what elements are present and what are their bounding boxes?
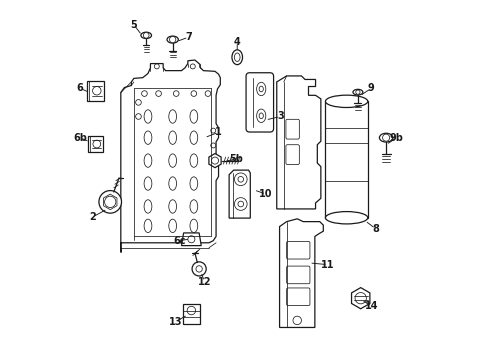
Ellipse shape bbox=[169, 219, 176, 233]
Ellipse shape bbox=[144, 154, 152, 167]
Ellipse shape bbox=[325, 212, 368, 224]
Circle shape bbox=[187, 306, 196, 315]
Polygon shape bbox=[181, 233, 201, 246]
Text: 5b: 5b bbox=[229, 154, 243, 164]
Ellipse shape bbox=[169, 200, 176, 213]
Polygon shape bbox=[280, 219, 323, 328]
FancyBboxPatch shape bbox=[287, 288, 310, 306]
Ellipse shape bbox=[144, 110, 152, 123]
Ellipse shape bbox=[169, 110, 176, 123]
Polygon shape bbox=[229, 170, 250, 218]
Text: 6: 6 bbox=[76, 83, 83, 93]
Circle shape bbox=[383, 134, 390, 141]
Circle shape bbox=[188, 236, 195, 243]
Ellipse shape bbox=[190, 219, 198, 233]
Circle shape bbox=[211, 143, 216, 148]
Circle shape bbox=[234, 198, 247, 210]
Ellipse shape bbox=[190, 110, 198, 123]
Ellipse shape bbox=[190, 154, 198, 167]
Circle shape bbox=[136, 114, 141, 119]
Circle shape bbox=[355, 293, 367, 304]
Text: 7: 7 bbox=[185, 32, 192, 42]
Circle shape bbox=[238, 176, 244, 182]
Ellipse shape bbox=[169, 154, 176, 167]
Ellipse shape bbox=[141, 32, 151, 39]
Text: 1: 1 bbox=[215, 127, 222, 138]
Ellipse shape bbox=[257, 82, 266, 96]
Bar bbox=[325, 101, 368, 218]
Ellipse shape bbox=[190, 131, 198, 144]
Text: 5: 5 bbox=[130, 20, 137, 30]
Text: 4: 4 bbox=[234, 37, 241, 47]
Text: 9b: 9b bbox=[390, 133, 404, 143]
Text: 10: 10 bbox=[259, 189, 273, 199]
Circle shape bbox=[93, 140, 101, 148]
Polygon shape bbox=[209, 153, 221, 168]
Circle shape bbox=[234, 173, 247, 186]
Polygon shape bbox=[88, 136, 103, 153]
Circle shape bbox=[93, 86, 101, 95]
Ellipse shape bbox=[167, 36, 178, 43]
Circle shape bbox=[154, 64, 159, 69]
Ellipse shape bbox=[232, 50, 243, 65]
Circle shape bbox=[192, 262, 206, 276]
Circle shape bbox=[211, 128, 216, 133]
Ellipse shape bbox=[353, 89, 363, 95]
Circle shape bbox=[238, 201, 244, 207]
Text: 11: 11 bbox=[321, 260, 335, 270]
Text: 14: 14 bbox=[365, 301, 379, 311]
Ellipse shape bbox=[169, 177, 176, 190]
Ellipse shape bbox=[190, 200, 198, 213]
Circle shape bbox=[99, 190, 122, 213]
Text: 9: 9 bbox=[368, 83, 375, 93]
Ellipse shape bbox=[169, 131, 176, 144]
Ellipse shape bbox=[144, 131, 152, 144]
Polygon shape bbox=[121, 60, 220, 252]
Ellipse shape bbox=[190, 177, 198, 190]
Circle shape bbox=[356, 90, 360, 94]
Polygon shape bbox=[87, 81, 104, 100]
Text: 3: 3 bbox=[277, 112, 284, 121]
Circle shape bbox=[205, 91, 211, 96]
Text: 6c: 6c bbox=[173, 236, 186, 246]
Text: 8: 8 bbox=[372, 224, 379, 234]
Text: 13: 13 bbox=[169, 317, 182, 327]
Circle shape bbox=[136, 100, 141, 105]
Circle shape bbox=[156, 91, 161, 96]
Polygon shape bbox=[277, 76, 321, 209]
Circle shape bbox=[196, 266, 202, 272]
FancyBboxPatch shape bbox=[286, 145, 299, 165]
Circle shape bbox=[104, 196, 116, 207]
Ellipse shape bbox=[379, 133, 393, 142]
Circle shape bbox=[190, 64, 195, 69]
FancyBboxPatch shape bbox=[287, 266, 310, 284]
Circle shape bbox=[144, 32, 149, 38]
Text: 2: 2 bbox=[89, 212, 96, 222]
Circle shape bbox=[142, 91, 147, 96]
Ellipse shape bbox=[234, 53, 240, 62]
FancyBboxPatch shape bbox=[246, 73, 273, 132]
Polygon shape bbox=[351, 288, 370, 309]
Circle shape bbox=[212, 157, 219, 164]
Text: 6b: 6b bbox=[73, 133, 87, 143]
Circle shape bbox=[293, 316, 301, 325]
Circle shape bbox=[173, 91, 179, 96]
Ellipse shape bbox=[259, 113, 263, 118]
Ellipse shape bbox=[259, 86, 263, 92]
Text: 12: 12 bbox=[197, 276, 211, 287]
FancyBboxPatch shape bbox=[287, 242, 310, 259]
FancyBboxPatch shape bbox=[286, 119, 299, 139]
Ellipse shape bbox=[325, 95, 368, 108]
Circle shape bbox=[191, 91, 196, 96]
Ellipse shape bbox=[144, 219, 152, 233]
Polygon shape bbox=[183, 304, 200, 324]
Circle shape bbox=[170, 36, 176, 43]
Ellipse shape bbox=[144, 200, 152, 213]
Ellipse shape bbox=[257, 109, 266, 122]
Ellipse shape bbox=[144, 177, 152, 190]
